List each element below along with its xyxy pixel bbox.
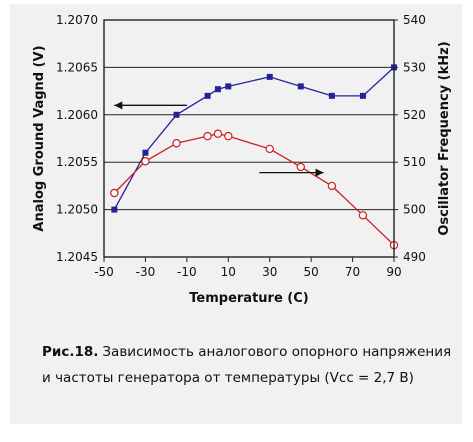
x-tick-label: -10 (177, 265, 197, 279)
x-tick-label: 30 (262, 265, 277, 279)
data-point-circle (203, 131, 212, 141)
data-point-circle (110, 188, 119, 198)
y-left-tick-label: 1.2045 (56, 250, 98, 264)
x-tick-label: 10 (221, 265, 236, 279)
data-point-square (204, 92, 211, 99)
figure-caption: Рис.18. Зависимость аналогового опорного … (42, 339, 452, 391)
y-right-tick-label: 500 (403, 203, 426, 217)
y-left-tick-label: 1.2050 (56, 203, 98, 217)
x-tick-label: 70 (345, 265, 360, 279)
data-point-circle (141, 157, 150, 166)
y-left-axis-title: Analog Ground Vagnd (V) (32, 45, 47, 231)
data-point-square (297, 83, 304, 90)
data-point-circle (213, 129, 223, 138)
chart: 1.2045 1.2050 1.2055 1.2060 1.2065 1.2070 490… (32, 13, 452, 306)
y-left-ticks: 1.2045 1.2050 1.2055 1.2060 1.2065 1.2070 (56, 13, 98, 264)
plot-frame (103, 19, 395, 258)
y-right-tick-label: 520 (403, 108, 426, 122)
data-point-square (214, 86, 221, 93)
data-point-circle (327, 181, 337, 191)
caption-text: Зависимость аналогового опорного напряже… (42, 344, 452, 386)
y-right-tick-label: 490 (403, 250, 426, 264)
arrow-head-right (315, 168, 324, 177)
data-point-square (111, 206, 118, 213)
y-right-tick-label: 530 (403, 60, 426, 74)
x-tick-label: -30 (136, 265, 156, 279)
data-point-square (328, 92, 335, 99)
figure-panel: 1.2045 1.2050 1.2055 1.2060 1.2065 1.2070 490… (10, 4, 462, 424)
y-left-tick-label: 1.2070 (56, 13, 98, 27)
y-right-tick-label: 540 (403, 13, 426, 27)
y-left-tick-label: 1.2055 (56, 155, 98, 169)
series (110, 64, 399, 250)
data-point-circle (224, 131, 233, 141)
data-point-square (142, 149, 149, 156)
data-point-circle (296, 162, 305, 172)
x-tick-label: -50 (94, 265, 114, 279)
caption-label: Рис.18. (42, 344, 99, 360)
y-left-tick-label: 1.2065 (56, 60, 98, 74)
data-point-circle (358, 211, 368, 220)
arrow-head-left (114, 101, 123, 110)
annotations (114, 101, 324, 177)
y-right-tick-label: 510 (403, 155, 426, 169)
grid-lines (104, 66, 394, 211)
x-ticks: -50 -30 -10 10 30 50 70 90 (94, 257, 402, 279)
data-point-square (266, 73, 273, 80)
x-axis-title: Temperature (C) (189, 291, 308, 306)
x-tick-label: 90 (386, 265, 401, 279)
y-left-tick-label: 1.2060 (56, 108, 98, 122)
data-point-square (359, 92, 366, 99)
data-point-circle (172, 139, 181, 148)
series-line-1 (113, 66, 395, 210)
y-right-ticks: 490 500 510 520 530 540 (394, 13, 426, 264)
data-point-circle (265, 144, 274, 154)
series-line-2 (113, 133, 395, 246)
data-point-square (225, 83, 232, 90)
y-right-axis-title: Oscillator Frequency (kHz) (437, 41, 452, 235)
data-point-square (173, 111, 180, 118)
x-tick-label: 50 (304, 265, 319, 279)
